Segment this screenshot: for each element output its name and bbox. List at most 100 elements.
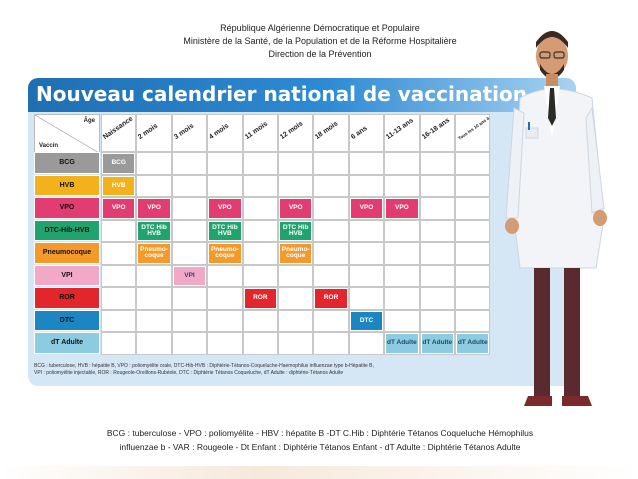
schedule-cell (207, 287, 243, 310)
schedule-cell (171, 242, 208, 265)
schedule-cell (348, 174, 385, 197)
column-header: 4 mois (207, 114, 243, 152)
header-line-1: République Algérienne Démocratique et Po… (220, 23, 420, 33)
schedule-cell (171, 287, 208, 310)
schedule-cell (419, 287, 455, 310)
column-header-label: 11 mois (243, 120, 269, 141)
ministry-header: République Algérienne Démocratique et Po… (120, 22, 520, 61)
vaccine-row-label: dT Adulte (34, 332, 100, 354)
schedule-cell (384, 174, 420, 197)
legend-line-1: BCG : tuberculose, HVB : hépatite B, VPO… (34, 363, 374, 369)
column-header: 6 ans (348, 114, 385, 152)
schedule-cell (136, 174, 172, 197)
schedule-cell (207, 264, 243, 287)
vaccine-row-label: Pneumocoque (34, 242, 100, 264)
dose-marker: VPO (138, 199, 170, 218)
column-header-label: 2 mois (137, 122, 160, 141)
schedule-cell (384, 152, 420, 175)
dose-marker: VPO (386, 199, 418, 218)
doctor-illustration (505, 31, 607, 406)
dose-marker: dT Adulte (457, 334, 489, 353)
dose-marker: DTC (350, 311, 383, 330)
schedule-cell (419, 242, 455, 265)
dose-marker: HVB (103, 176, 135, 195)
schedule-cell (171, 174, 208, 197)
schedule-cell (348, 242, 385, 265)
schedule-cell (242, 174, 278, 197)
column-header: 16-18 ans (419, 114, 455, 152)
schedule-cell (242, 152, 278, 175)
schedule-cell (242, 197, 278, 220)
schedule-cell (313, 264, 349, 287)
column-header: 3 mois (171, 114, 208, 152)
vaccine-row-label: VPI (34, 264, 100, 286)
poster-title: Nouveau calendrier national de vaccinati… (36, 82, 527, 106)
schedule-cell (101, 219, 137, 242)
schedule-cell (207, 174, 243, 197)
schedule-cell (455, 309, 491, 332)
dose-marker: dT Adulte (386, 334, 418, 353)
footer-line-2: influenzae b - VAR : Rougeole - Dt Enfan… (119, 442, 521, 452)
schedule-cell (171, 309, 208, 332)
dose-marker: Pneumo-coque (280, 244, 312, 263)
schedule-cell (242, 309, 278, 332)
schedule-cell (455, 242, 491, 265)
schedule-cell (455, 287, 491, 310)
dose-marker: DTC Hib HVB (280, 221, 312, 240)
column-header-label: 6 ans (349, 124, 369, 141)
vaccine-row-label: ROR (34, 287, 100, 309)
schedule-cell (313, 152, 349, 175)
column-header: Naissance (101, 114, 137, 152)
schedule-cell (278, 332, 314, 355)
schedule-cell (171, 332, 208, 355)
column-header-label: 3 mois (172, 122, 195, 141)
schedule-cell (384, 264, 420, 287)
vaccine-row-label: HVB (34, 174, 100, 196)
dose-marker: Pneumo-coque (138, 244, 170, 263)
schedule-cell (207, 309, 243, 332)
dose-marker: ROR (315, 289, 347, 308)
schedule-cell (171, 152, 208, 175)
schedule-cell (278, 174, 314, 197)
corner-vaccine-label: Vaccin (39, 143, 59, 149)
schedule-cell (278, 264, 314, 287)
schedule-cell (313, 309, 349, 332)
dose-marker: BCG (103, 154, 135, 173)
schedule-cell (384, 242, 420, 265)
schedule-cell (313, 174, 349, 197)
abbreviations-footer: BCG : tuberculose - VPO : poliomyélite -… (60, 426, 580, 454)
schedule-cell (419, 309, 455, 332)
header-line-2: Ministère de la Santé, de la Population … (183, 36, 457, 46)
footer-line-1: BCG : tuberculose - VPO : poliomyélite -… (106, 428, 534, 438)
vaccine-row-label: VPO (34, 197, 100, 219)
schedule-cell (419, 174, 455, 197)
schedule-cell (348, 264, 385, 287)
grid-corner-cell: Âge Vaccin (34, 114, 100, 154)
schedule-cell (313, 332, 349, 355)
dose-marker: ROR (244, 289, 276, 308)
bottom-decoration (0, 466, 638, 479)
legend-line-2: VPI : poliomyélite injectable, ROR : Rou… (34, 370, 344, 376)
vaccine-row-label: DTC-Hib-HVB (34, 219, 100, 241)
schedule-cell (136, 152, 172, 175)
dose-marker: VPO (350, 199, 383, 218)
dose-marker: DTC Hib HVB (138, 221, 170, 240)
dose-marker: dT Adulte (421, 334, 453, 353)
schedule-cell (101, 242, 137, 265)
schedule-cell (313, 197, 349, 220)
column-header-label: 16-18 ans (420, 116, 451, 141)
dose-marker: VPI (173, 266, 206, 285)
schedule-cell (171, 219, 208, 242)
schedule-cell (101, 287, 137, 310)
schedule-cell (419, 152, 455, 175)
schedule-cell (242, 219, 278, 242)
vaccine-row-label: BCG (34, 152, 100, 174)
corner-age-label: Âge (83, 118, 95, 124)
schedule-cell (384, 309, 420, 332)
poster-legend: BCG : tuberculose, HVB : hépatite B, VPO… (34, 363, 539, 377)
column-header-label: Naissance (101, 115, 135, 141)
column-header-label: Tous les 10 ans à partir de 18 ans (457, 115, 491, 141)
header-line-3: Direction de la Prévention (268, 49, 372, 59)
schedule-cell (136, 332, 172, 355)
title-banner: Nouveau calendrier national de vaccinati… (28, 78, 576, 112)
